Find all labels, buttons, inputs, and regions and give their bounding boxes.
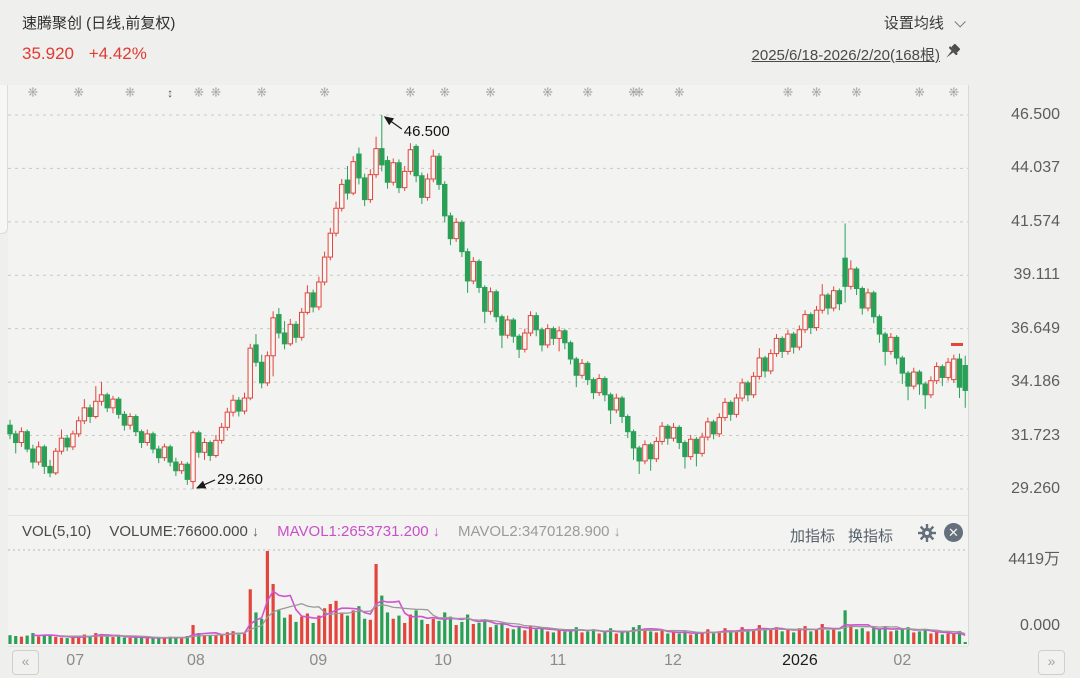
- vol-params-label[interactable]: VOL(5,10): [22, 523, 92, 540]
- time-axis-label: 08: [186, 652, 205, 669]
- quote-row: 35.920 +4.42%: [22, 44, 147, 64]
- pin-icon[interactable]: [942, 42, 962, 62]
- price-axis-label: 34.186: [1011, 373, 1060, 391]
- collapsed-drawer-handle[interactable]: [0, 85, 8, 234]
- close-indicator-icon[interactable]: ✕: [944, 523, 963, 542]
- mavol-lines-layer: [32, 589, 966, 639]
- price-axis-label: 31.723: [1011, 426, 1060, 444]
- volume-indicator-header: VOL(5,10) VOLUME:76600.000 ↓ MAVOL1:2653…: [22, 523, 635, 540]
- mavol2-value-label: MAVOL2:3470128.900 ↓: [458, 523, 621, 540]
- price-axis-label: 41.574: [1011, 212, 1060, 230]
- price-axis-label: 39.111: [1013, 266, 1060, 284]
- candles-layer: [7, 115, 968, 489]
- date-range-link[interactable]: 2025/6/18-2026/2/20(168根): [751, 47, 940, 64]
- volume-axis-zero-label: 0.000: [1019, 617, 1060, 634]
- plot-right-border: [968, 85, 969, 645]
- event-markers-layer: ↕: [28, 86, 959, 100]
- down-arrow-icon: ↓: [613, 523, 621, 539]
- price-axis-label: 46.500: [1011, 106, 1060, 123]
- time-axis-label: 11: [549, 652, 567, 669]
- pan-left-button[interactable]: «: [12, 650, 39, 675]
- time-axis-label: 07: [66, 652, 85, 669]
- price-axis-label: 29.260: [1011, 479, 1060, 497]
- price-change-percent: +4.42%: [88, 44, 147, 63]
- axis-separator: [8, 646, 968, 647]
- ma-settings-button[interactable]: 设置均线: [883, 12, 966, 33]
- time-axis-label: 10: [434, 652, 452, 669]
- price-axis-label: 36.649: [1011, 319, 1060, 337]
- pan-right-button[interactable]: »: [1038, 650, 1065, 675]
- time-axis-label: 2026: [782, 652, 818, 669]
- svg-text:29.260: 29.260: [217, 471, 263, 488]
- switch-indicator-button[interactable]: 换指标: [848, 528, 894, 545]
- symbol-title: 速腾聚创 (日线,前复权): [22, 15, 176, 32]
- gridlines-layer: [8, 114, 968, 551]
- last-price: 35.920: [22, 44, 74, 63]
- down-arrow-icon: ↓: [251, 523, 259, 539]
- volume-value-label: VOLUME:76600.000 ↓: [109, 523, 259, 540]
- time-axis-label: 09: [309, 652, 328, 669]
- price-axis-label: 44.037: [1011, 159, 1060, 177]
- annotations-layer: 46.500 29.260: [195, 116, 963, 489]
- gear-icon[interactable]: [917, 523, 937, 543]
- ma-settings-label: 设置均线: [883, 15, 944, 32]
- volume-axis-max-label: 4419万: [1008, 551, 1060, 568]
- mavol1-value-label: MAVOL1:2653731.200 ↓: [277, 523, 440, 540]
- svg-text:46.500: 46.500: [404, 123, 450, 140]
- time-axis-label: 02: [893, 652, 912, 669]
- svg-text:↕: ↕: [167, 86, 173, 100]
- time-axis-label: 12: [664, 652, 682, 669]
- volume-bars-layer: [8, 551, 967, 644]
- down-arrow-icon: ↓: [432, 523, 440, 539]
- current-price-marker: [951, 342, 963, 346]
- chart-pane-background: [8, 85, 968, 645]
- add-indicator-button[interactable]: 加指标: [790, 528, 836, 545]
- pane-separator: [8, 515, 968, 516]
